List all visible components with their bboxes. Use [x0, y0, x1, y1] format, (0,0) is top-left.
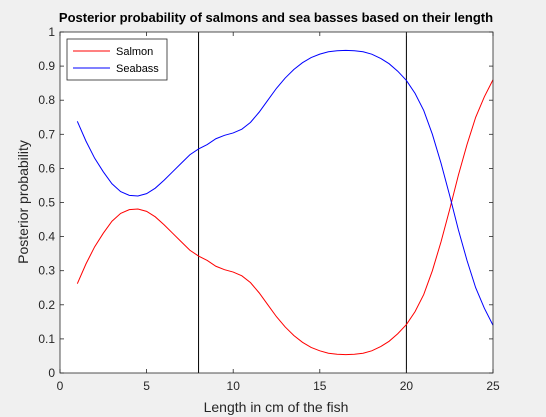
y-tick-label: 0.8 [38, 93, 55, 107]
x-tick-label: 25 [486, 379, 500, 393]
series-lines [76, 49, 494, 356]
x-tick-label: 10 [227, 379, 241, 393]
x-tick-label: 0 [57, 379, 64, 393]
x-tick-label: 20 [400, 379, 414, 393]
legend-salmon-label: Salmon [116, 46, 153, 58]
x-axis-ticks: 0 5 10 15 20 25 [57, 32, 500, 393]
series-line-seabass [76, 49, 494, 326]
legend-seabass-label: Seabass [116, 63, 159, 75]
vertical-reference-lines [198, 32, 407, 373]
y-tick-label: 0.9 [38, 59, 55, 73]
x-tick-label: 5 [143, 379, 150, 393]
y-tick-label: 0.4 [38, 230, 55, 244]
x-tick-label: 15 [313, 379, 327, 393]
plot-area [60, 32, 493, 373]
y-axis-ticks: 0 0.1 0.2 0.3 0.4 0.5 0.6 0.7 0.8 0.9 1 [38, 25, 493, 380]
y-tick-label: 0.1 [38, 332, 55, 346]
y-axis-label: Posterior probability [15, 140, 31, 264]
series-line-salmon [76, 79, 494, 356]
y-tick-label: 1 [48, 25, 55, 39]
y-tick-label: 0.2 [38, 298, 55, 312]
y-tick-label: 0.6 [38, 161, 55, 175]
chart-title: Posterior probability of salmons and sea… [59, 10, 493, 25]
y-tick-label: 0.7 [38, 127, 55, 141]
x-axis-label: Length in cm of the fish [204, 399, 349, 415]
legend: Salmon Seabass [66, 38, 168, 81]
legend-box [66, 38, 168, 81]
y-tick-label: 0 [48, 366, 55, 380]
y-tick-label: 0.5 [38, 196, 55, 210]
y-tick-label: 0.3 [38, 264, 55, 278]
